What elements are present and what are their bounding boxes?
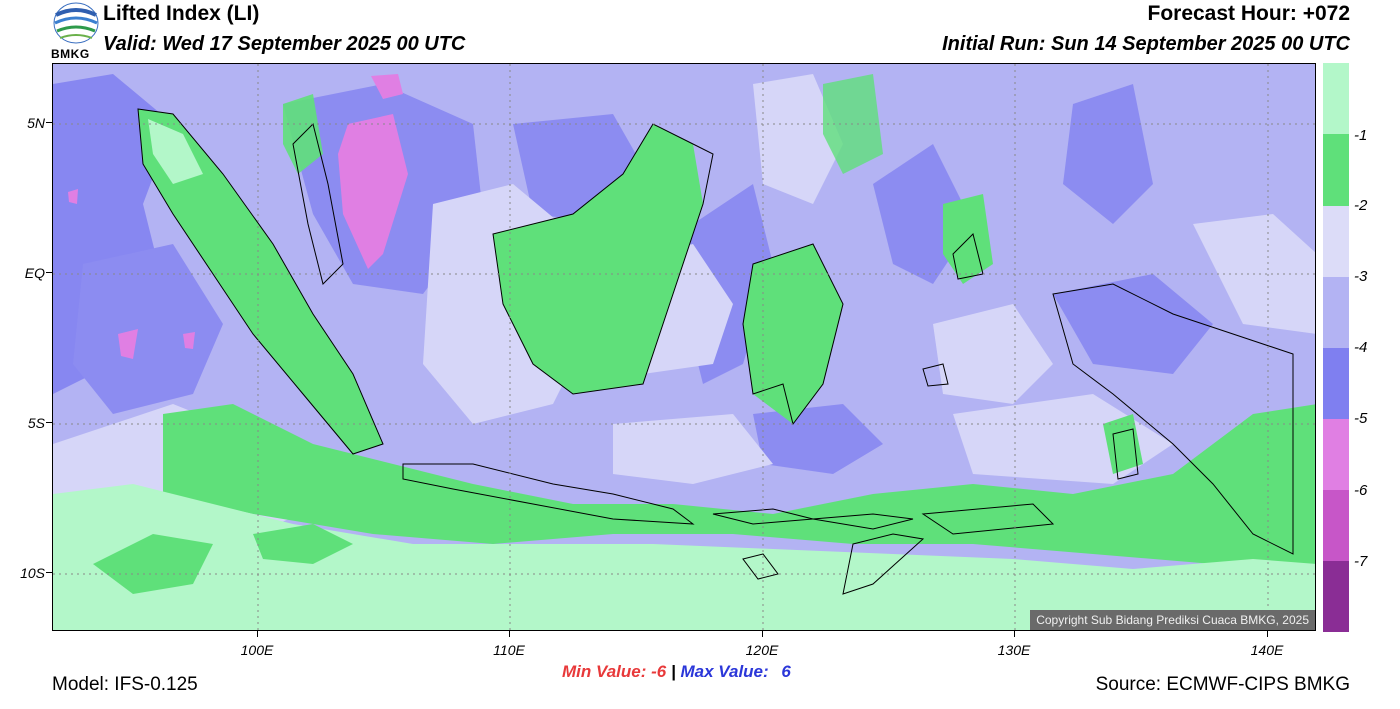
- colorbar-segment: [1323, 63, 1349, 134]
- colorbar-segment: [1323, 348, 1349, 419]
- copyright-notice: Copyright Sub Bidang Prediksi Cuaca BMKG…: [1030, 610, 1315, 630]
- x-tick: [1014, 631, 1015, 637]
- y-label-5n: 5N: [27, 115, 45, 131]
- min-max-separator: |: [670, 662, 676, 681]
- max-label: Max Value:: [680, 662, 769, 681]
- y-tick: [46, 422, 52, 423]
- x-tick: [257, 631, 258, 637]
- colorbar: [1323, 63, 1349, 632]
- x-tick: [509, 631, 510, 637]
- x-label-100e: 100E: [240, 642, 274, 658]
- x-tick: [1267, 631, 1268, 637]
- valid-time: Valid: Wed 17 September 2025 00 UTC: [103, 33, 466, 55]
- y-tick: [46, 122, 52, 123]
- x-tick: [762, 631, 763, 637]
- model-label: Model: IFS-0.125: [52, 674, 198, 695]
- x-label-140e: 140E: [1250, 642, 1284, 658]
- colorbar-label: -2: [1354, 197, 1368, 214]
- colorbar-segment: [1323, 419, 1349, 490]
- min-label: Min Value:: [562, 662, 647, 681]
- chart-title: Lifted Index (LI): [103, 2, 260, 25]
- source-label: Source: ECMWF-CIPS BMKG: [1095, 674, 1350, 695]
- max-value: 6: [781, 662, 791, 681]
- logo-text: BMKG: [51, 47, 90, 61]
- colorbar-label: -3: [1354, 268, 1368, 285]
- colorbar-segment: [1323, 206, 1349, 277]
- colorbar-segment: [1323, 561, 1349, 632]
- x-label-110e: 110E: [493, 642, 525, 658]
- colorbar-segment: [1323, 134, 1349, 206]
- y-label-10s: 10S: [20, 565, 45, 581]
- colorbar-label: -7: [1354, 553, 1368, 570]
- y-tick: [46, 272, 52, 273]
- map-canvas: [53, 64, 1315, 630]
- x-label-130e: 130E: [997, 642, 1031, 658]
- forecast-hour: Forecast Hour: +072: [1147, 2, 1351, 25]
- min-max-values: Min Value: -6 | Max Value: 6: [562, 662, 791, 682]
- colorbar-label: -1: [1354, 127, 1368, 144]
- colorbar-segment: [1323, 277, 1349, 348]
- bmkg-logo: [50, 1, 102, 61]
- colorbar-label: -5: [1354, 410, 1368, 427]
- colorbar-label: -6: [1354, 482, 1368, 499]
- colorbar-label: -4: [1354, 339, 1368, 356]
- min-value: -6: [651, 662, 667, 681]
- x-label-120e: 120E: [745, 642, 779, 658]
- initial-run: Initial Run: Sun 14 September 2025 00 UT…: [942, 33, 1350, 55]
- y-tick: [46, 572, 52, 573]
- y-label-5s: 5S: [27, 415, 45, 431]
- lifted-index-map: Copyright Sub Bidang Prediksi Cuaca BMKG…: [52, 63, 1316, 631]
- y-label-eq: EQ: [24, 265, 45, 281]
- colorbar-segment: [1323, 490, 1349, 561]
